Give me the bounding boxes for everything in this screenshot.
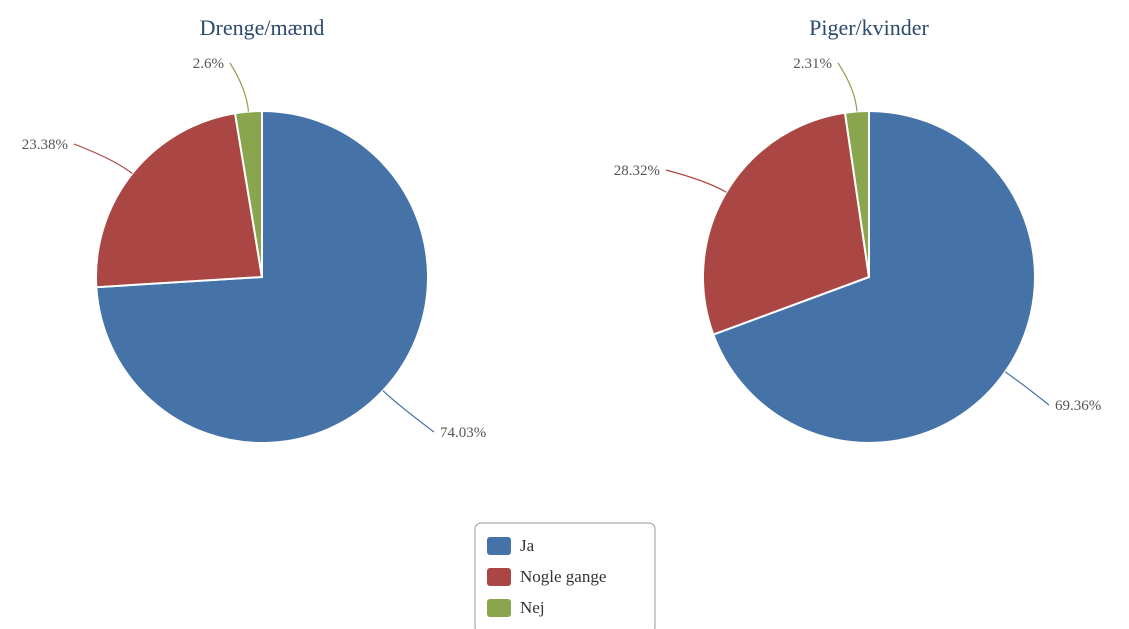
data-label: 2.6%	[193, 56, 224, 72]
pie-slice-nej	[843, 109, 870, 278]
leader-line	[665, 169, 727, 193]
data-label: 28.32%	[614, 163, 660, 179]
data-label: 23.38%	[22, 137, 68, 153]
chart-title: Drenge/mænd	[200, 15, 325, 40]
pie-charts-group: Drenge/mænd 74.03% 23.38% 2.6% Piger/kvinder…	[22, 15, 1101, 444]
pie-slice-ja	[712, 109, 1036, 444]
chart-title: Piger/kvinder	[809, 15, 929, 40]
leader-line	[382, 390, 435, 433]
data-label: 74.03%	[440, 425, 486, 441]
pie-slice-nej	[233, 109, 263, 278]
legend-label: Nogle gange	[520, 567, 606, 586]
legend-swatch	[487, 568, 511, 586]
legend: Ja Nogle gange Nej	[474, 522, 656, 629]
legend-frame	[474, 522, 656, 629]
leader-line	[229, 62, 250, 112]
legend-swatch	[487, 537, 511, 555]
legend-swatch	[487, 599, 511, 617]
leader-line	[73, 143, 133, 174]
legend-label: Ja	[520, 536, 535, 555]
pie-slice-nogle-gange	[702, 111, 871, 336]
pie-slice-nogle-gange	[95, 112, 264, 289]
data-label: 2.31%	[793, 56, 832, 72]
legend-label: Nej	[520, 598, 545, 617]
leader-line	[1004, 371, 1050, 406]
data-label: 69.36%	[1055, 398, 1101, 414]
leader-line	[837, 62, 858, 112]
pie-chart-1: Drenge/mænd 74.03% 23.38% 2.6%	[22, 15, 486, 444]
pie-chart-2: Piger/kvinder 69.36% 28.32% 2.31%	[614, 15, 1101, 444]
